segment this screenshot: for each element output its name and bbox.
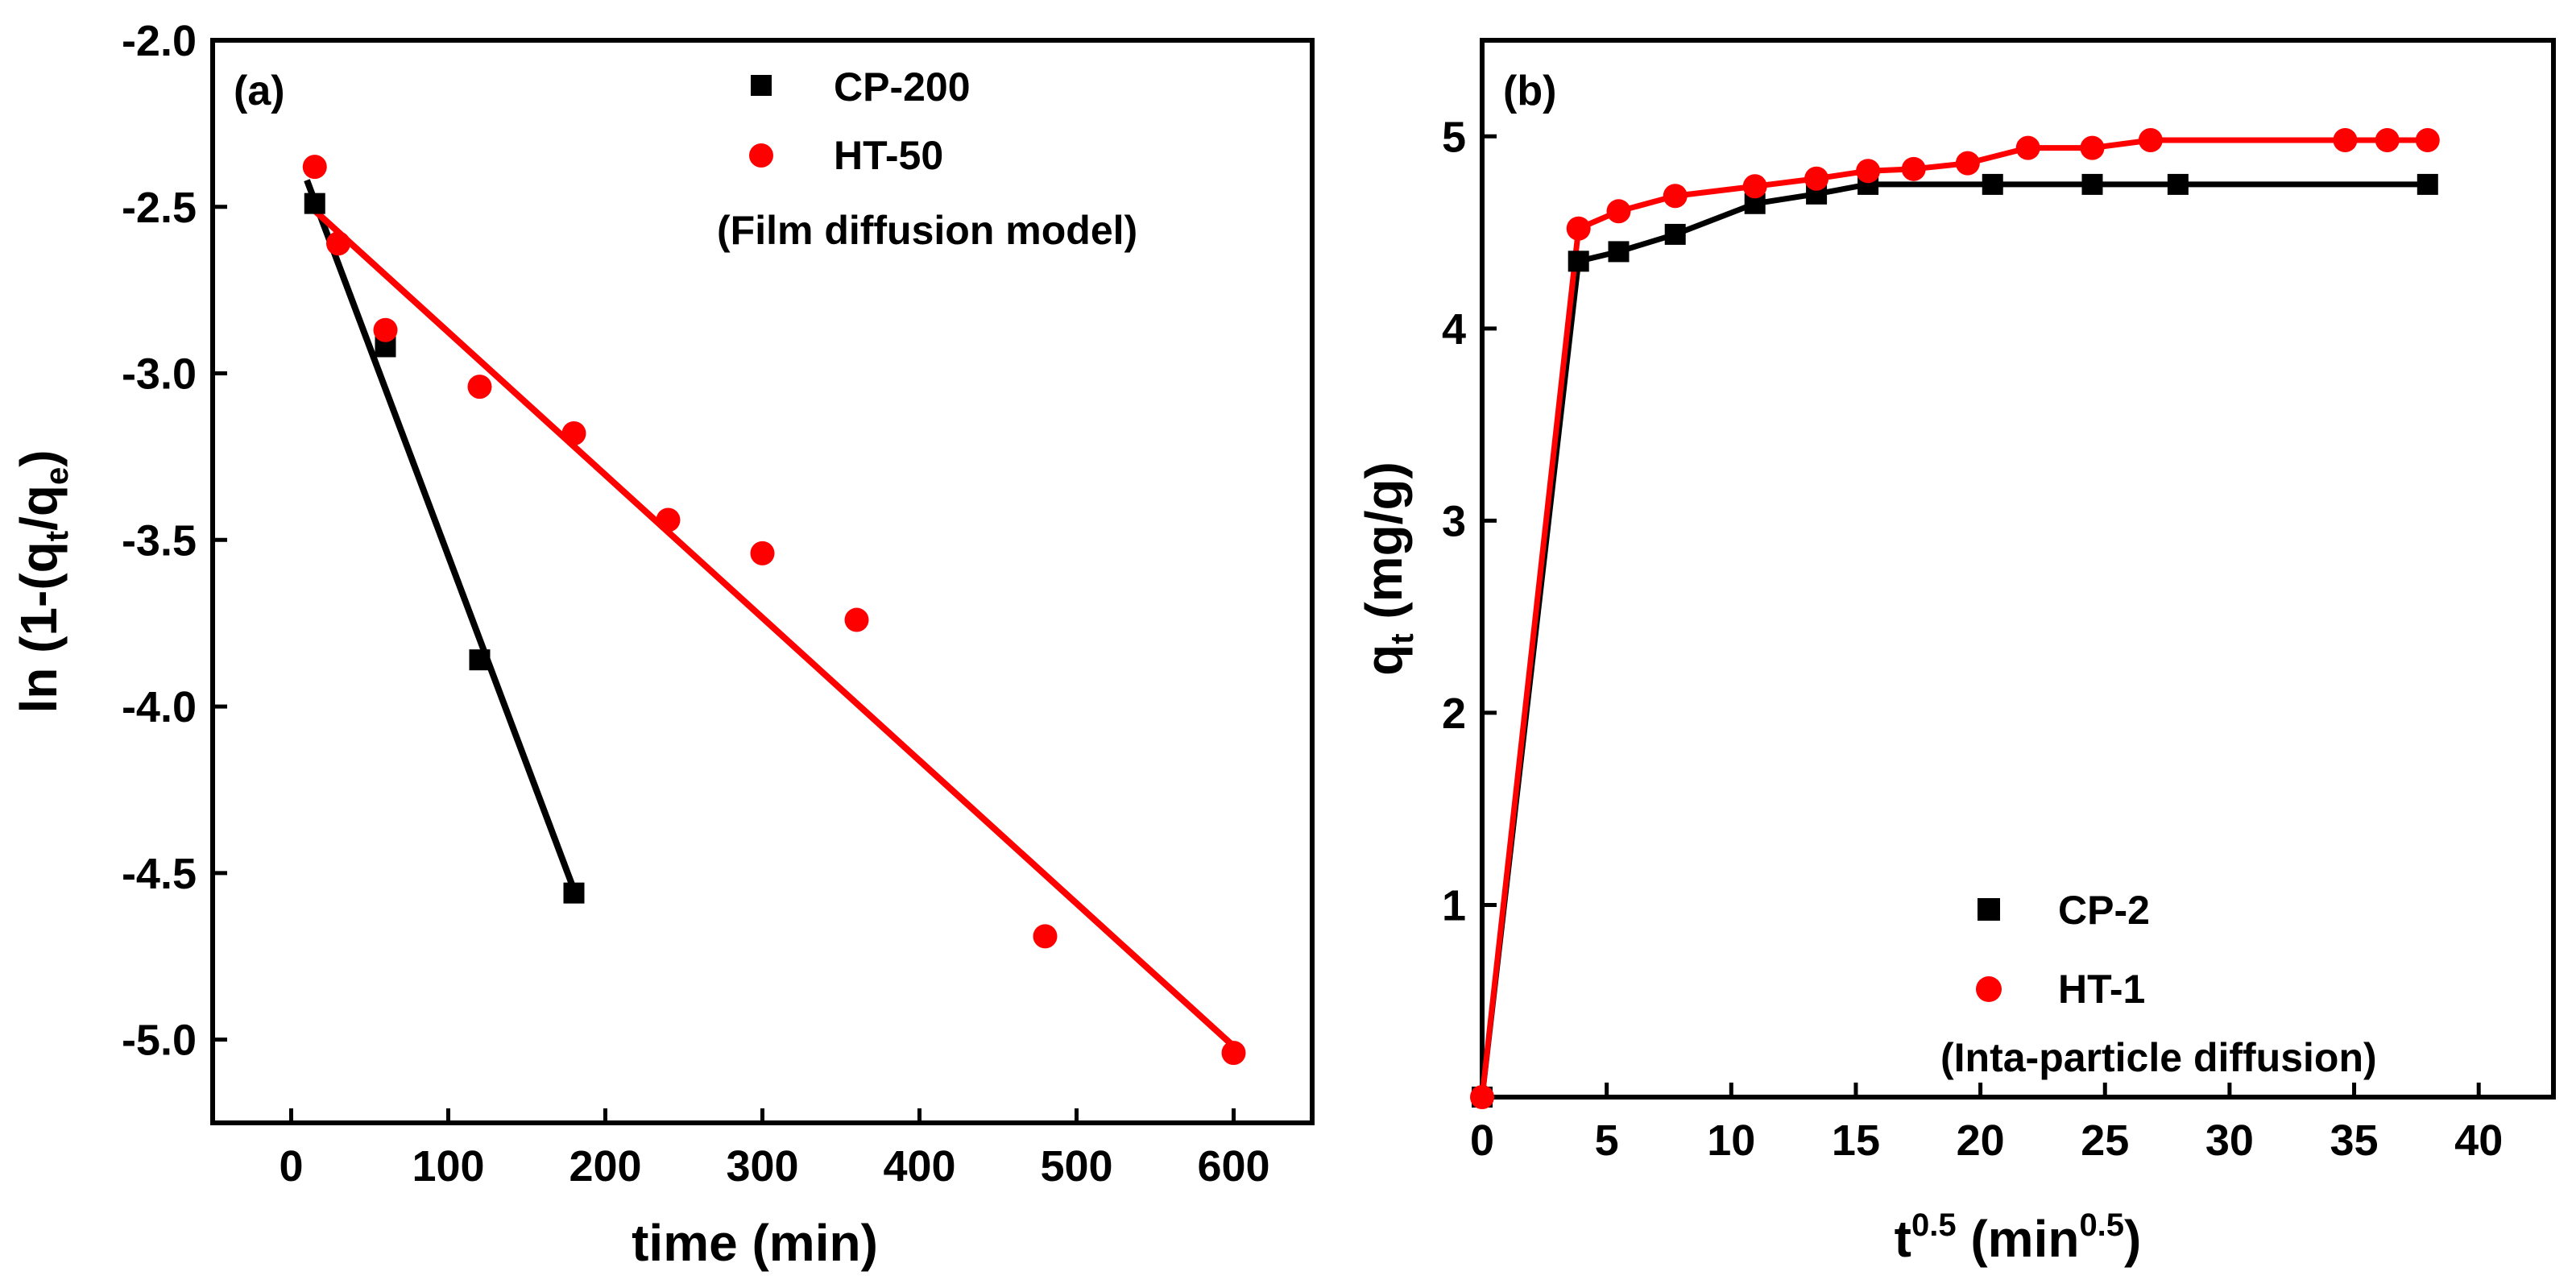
legend-b-label-ht1: HT-1 [2058,967,2145,1012]
panel-a-fit-lines [304,179,1236,1049]
panel-b-data-points [1470,128,2440,1109]
data-point-cp2 [2417,173,2438,195]
axis-1-x-tick-label: 15 [1832,1116,1880,1165]
axis-1-x-tick-label: 40 [2454,1116,2503,1165]
panel-a-y-axis-label: ln (1-(qt/qe) [10,449,75,713]
data-point-cp200 [304,193,325,214]
panel-a-axis-ticks: 0 100 200 300 400 500 600 -2.0 -2.5 -3.0 -3.5 -4.0 -… [122,17,1270,1191]
data-point-ht1 [1901,156,1926,181]
data-point-ht1 [1955,151,1980,176]
panel-b-frame [1480,38,2556,1100]
data-point-ht1 [1606,199,1631,224]
axis-0-x-tick-label: 400 [883,1142,955,1191]
annotation-intraparticle-diffusion: (Inta-particle diffusion) [1940,1035,2377,1080]
legend-b-marker-ht1 [1976,976,2002,1002]
axis-0-x-tick-label: 300 [726,1142,798,1191]
data-point-ht50 [467,375,492,400]
legend-a-label-ht50: HT-50 [834,133,943,178]
panel-a-frame [210,38,1315,1125]
panel-a-x-axis-label: time (min) [632,1214,878,1272]
series-line-cp2 [1479,181,2428,1098]
axis-0-y-tick-label: -4.5 [122,850,197,898]
legend-b-label-cp2: CP-2 [2058,888,2150,933]
axis-0-y-tick-label: -4.0 [122,683,197,731]
panel-b-x-axis-label: t0.5 (min0.5) [1895,1207,2142,1268]
data-point-cp200 [563,882,585,904]
data-point-cp2 [1568,251,1589,272]
panel-a-label: (a) [234,68,285,114]
axis-1-x-tick-label: 10 [1707,1116,1755,1165]
axis-0-x-tick-label: 200 [569,1142,641,1191]
data-point-ht1 [2015,135,2040,160]
data-point-ht1 [1856,159,1881,184]
axis-0-x-tick-label: 500 [1040,1142,1112,1191]
data-point-cp2 [2081,173,2103,195]
axis-0-y-tick-label: -2.5 [122,184,197,232]
axis-0-x-tick-label: 100 [412,1142,484,1191]
axis-1-y-tick-label: 3 [1442,497,1466,545]
axis-1-y-tick-label: 1 [1442,881,1466,930]
data-point-cp200 [469,649,491,671]
data-point-ht1 [2080,135,2105,160]
series-line-ht1 [1479,137,2428,1098]
panel-b-chart: 0 5 10 15 20 25 30 35 40 1 2 3 4 5 (b) CP-2 HT-1 (Int… [1355,38,2556,1268]
data-point-cp2 [1664,223,1686,245]
axis-1-y-tick-label: 4 [1442,305,1466,354]
axis-0-y-tick-label: -2.0 [122,17,197,65]
data-point-ht50 [302,155,327,180]
data-point-ht1 [2333,128,2358,153]
axis-1-y-tick-label: 5 [1442,113,1466,161]
legend-a-label-cp200: CP-200 [834,64,971,110]
data-point-cp2 [1982,173,2003,195]
data-point-ht50 [1221,1041,1246,1066]
data-point-ht50 [750,540,775,565]
axis-1-x-tick-label: 5 [1595,1116,1619,1165]
axis-1-x-tick-label: 25 [2081,1116,2129,1165]
data-point-ht1 [1470,1085,1494,1109]
data-point-ht50 [844,607,869,632]
annotation-film-diffusion: (Film diffusion model) [717,208,1137,253]
data-point-ht50 [561,420,586,445]
axis-0-x-tick-label: 600 [1197,1142,1269,1191]
panel-b-label: (b) [1503,68,1556,114]
axis-1-y-tick-label: 2 [1442,690,1466,738]
data-point-ht50 [373,317,398,342]
axis-1-x-tick-label: 20 [1957,1116,2005,1165]
legend-b-marker-cp2 [1978,898,2000,921]
axis-0-y-tick-label: -3.0 [122,350,197,399]
data-point-ht1 [1566,216,1591,241]
legend-a-marker-cp200 [751,75,772,96]
axis-1-x-tick-label: 0 [1470,1116,1494,1165]
panel-b-series-lines [1479,137,2428,1098]
axis-0-y-tick-label: -3.5 [122,516,197,565]
panel-b-y-axis-label: qt (mg/g) [1355,462,1420,676]
data-point-cp2 [2167,173,2189,195]
data-point-ht1 [2375,128,2400,153]
data-point-ht50 [326,231,350,256]
panel-b-axis-ticks: 0 5 10 15 20 25 30 35 40 1 2 3 4 5 [1442,113,2503,1165]
data-point-ht1 [1663,184,1688,209]
data-point-ht50 [656,507,681,532]
axis-1-x-tick-label: 30 [2205,1116,2254,1165]
data-point-cp2 [1608,241,1630,263]
axis-0-y-tick-label: -5.0 [122,1017,197,1065]
data-point-ht1 [2415,128,2440,153]
data-point-ht50 [1033,924,1058,949]
panel-a-chart: 0 100 200 300 400 500 600 -2.0 -2.5 -3.0 -3.5 -4.0 -… [10,17,1315,1272]
data-point-ht1 [1804,166,1829,191]
data-point-ht1 [2138,128,2163,153]
fit-line-cp200 [304,179,578,891]
legend-a-marker-ht50 [749,143,773,168]
data-point-ht1 [1742,174,1767,199]
panel-a-data-points [302,155,1246,1066]
axis-0-x-tick-label: 0 [279,1142,303,1191]
fit-line-ht50 [304,201,1236,1049]
axis-1-x-tick-label: 35 [2330,1116,2379,1165]
